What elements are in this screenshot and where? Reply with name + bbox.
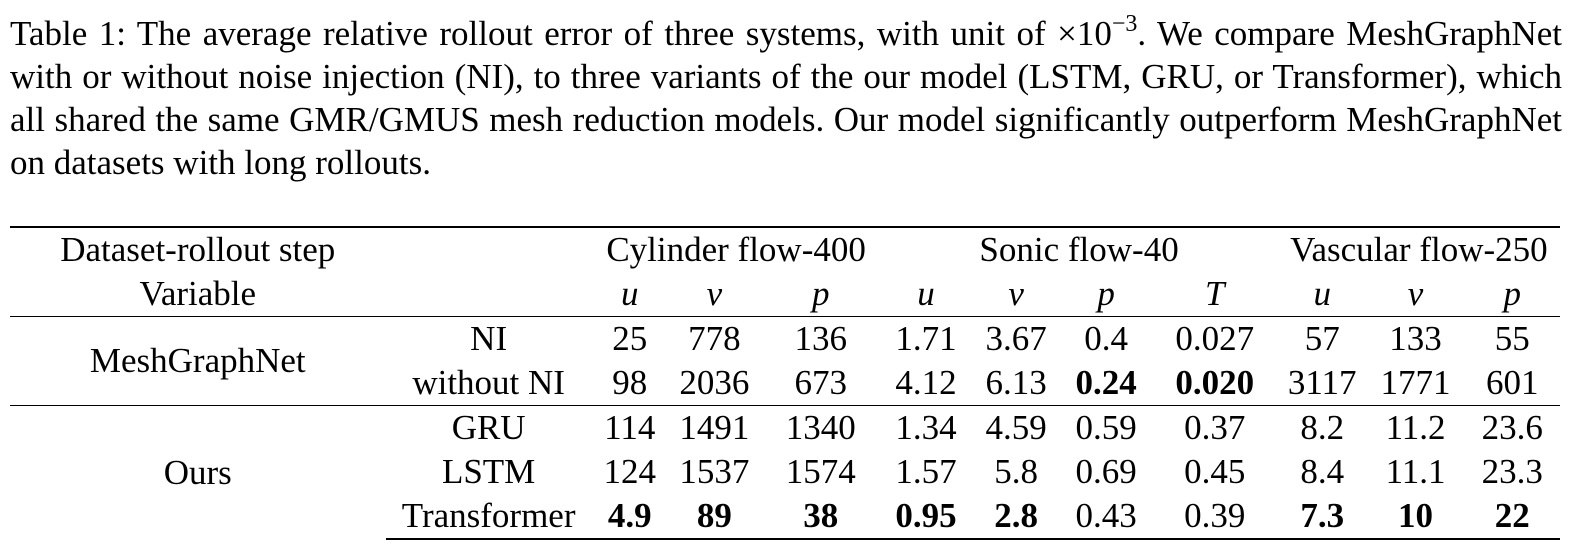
value-cell: 1771 [1380, 363, 1451, 402]
value-cell: 38 [761, 494, 881, 540]
value-cell: 1491 [667, 405, 762, 450]
group-name-meshgraphnet: MeshGraphNet [10, 316, 386, 406]
dataset-header-vascular: Vascular flow-250 [1277, 226, 1560, 272]
variable-header: v [706, 274, 723, 313]
value-cell: 1537 [679, 452, 750, 491]
table-row: Ours GRU 114 1491 1340 1.34 4.59 0.59 0.37 8.2 11.… [10, 405, 1560, 539]
value-cell: 23.3 [1481, 452, 1543, 491]
value-cell: 23.6 [1464, 405, 1560, 450]
value-cell: 124 [603, 452, 656, 491]
value-cell: 89 [667, 494, 762, 540]
value-cell: 0.24 [1075, 363, 1137, 402]
method-label: GRU [385, 405, 592, 450]
value-cell: 1574 [785, 452, 856, 491]
group-name-ours: Ours [10, 405, 386, 539]
value-cell: 55 [1464, 316, 1560, 361]
table-body: MeshGraphNet NI 25 778 136 1.71 3.67 0.4 0.027 57… [10, 316, 1560, 540]
value-cell: 0.59 [1060, 405, 1152, 450]
value-cell: 98 [612, 363, 648, 402]
variable-header: T [1204, 274, 1225, 313]
value-cell: 5.8 [994, 452, 1038, 491]
value-cell: 2036 [679, 363, 750, 402]
variable-header: p [811, 274, 830, 313]
value-cell: 1.71 [880, 316, 972, 361]
results-table-wrapper: Dataset-rollout step Cylinder flow-400 S… [10, 226, 1560, 540]
header-empty-cell [386, 272, 592, 317]
table-row: without NI 98 2036 673 4.12 6.13 0.24 0.020 3117… [10, 361, 1560, 406]
method-label: NI [385, 316, 592, 361]
header-row-datasets: Dataset-rollout step Cylinder flow-400 S… [10, 226, 1560, 272]
value-cell: 114 [591, 405, 668, 450]
value-cell: 1340 [761, 405, 881, 450]
caption-text-after-exponent: . We compare MeshGraphNet with or withou… [10, 14, 1563, 182]
value-cell: 22 [1464, 494, 1560, 540]
variable-header: u [1313, 274, 1331, 313]
header-row-variables: Variable u v p u v p T u v p [10, 272, 1560, 317]
value-cell: 0.95 [880, 494, 972, 540]
value-cell: 4.59 [971, 405, 1061, 450]
value-cell: 0.027 [1151, 316, 1278, 361]
value-cell: 8.2 [1277, 405, 1367, 450]
table-row: Transformer 4.9 89 38 0.95 2.8 0.43 0.39 7.3 10 22 [10, 494, 1560, 540]
value-cell: 0.45 [1184, 452, 1246, 491]
variable-header: u [917, 274, 935, 313]
value-cell: 7.3 [1277, 494, 1367, 540]
dataset-header-sonic: Sonic flow-40 [880, 226, 1278, 272]
value-cell: 601 [1485, 363, 1539, 402]
value-cell: 4.12 [895, 363, 957, 402]
value-cell: 11.2 [1366, 405, 1465, 450]
value-cell: 4.9 [591, 494, 668, 540]
value-cell: 11.1 [1385, 452, 1446, 491]
header-variable-label: Variable [139, 274, 257, 313]
value-cell: 0.69 [1075, 452, 1137, 491]
value-cell: 2.8 [971, 494, 1061, 540]
value-cell: 0.020 [1175, 363, 1255, 402]
value-cell: 0.4 [1060, 316, 1152, 361]
header-empty-cell [385, 226, 592, 272]
variable-header: v [1407, 274, 1424, 313]
table-row: LSTM 124 1537 1574 1.57 5.8 0.69 0.45 8.4 11.1 23.… [10, 450, 1560, 494]
results-table: Dataset-rollout step Cylinder flow-400 S… [10, 226, 1560, 540]
caption-text-before-exponent: The average relative rollout error of th… [136, 14, 1112, 53]
value-cell: 136 [761, 316, 881, 361]
value-cell: 1.34 [880, 405, 972, 450]
value-cell: 673 [794, 363, 847, 402]
variable-header: p [1503, 274, 1521, 313]
method-label: Transformer [385, 494, 592, 540]
caption-exponent: −3 [1111, 11, 1138, 37]
value-cell: 133 [1366, 316, 1465, 361]
value-cell: 0.43 [1060, 494, 1152, 540]
header-dataset-label: Dataset-rollout step [10, 226, 386, 272]
variable-header: p [1097, 274, 1115, 313]
table-row: MeshGraphNet NI 25 778 136 1.71 3.67 0.4 0.027 57… [10, 316, 1560, 406]
value-cell: 0.37 [1151, 405, 1278, 450]
method-label: LSTM [441, 452, 536, 491]
value-cell: 1.57 [895, 452, 957, 491]
value-cell: 6.13 [985, 363, 1047, 402]
value-cell: 778 [667, 316, 762, 361]
value-cell: 57 [1277, 316, 1367, 361]
method-label: without NI [412, 363, 565, 402]
value-cell: 3117 [1287, 363, 1357, 402]
variable-header: v [1008, 274, 1024, 313]
value-cell: 3.67 [971, 316, 1061, 361]
value-cell: 0.39 [1151, 494, 1278, 540]
value-cell: 10 [1366, 494, 1465, 540]
value-cell: 25 [591, 316, 668, 361]
value-cell: 8.4 [1300, 452, 1345, 491]
variable-header: u [620, 274, 639, 313]
caption-label: Table 1: [10, 14, 126, 53]
table-caption: Table 1: The average relative rollout er… [10, 12, 1562, 184]
dataset-header-cylinder: Cylinder flow-400 [591, 226, 881, 272]
